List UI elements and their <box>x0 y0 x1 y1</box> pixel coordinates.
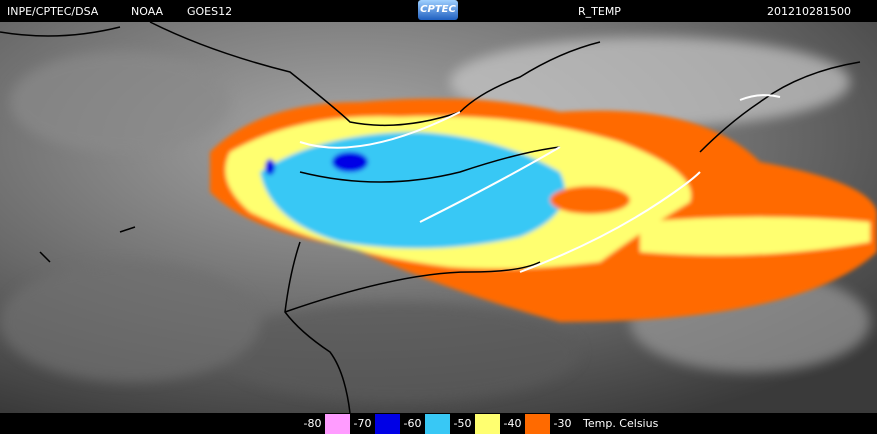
legend-swatch <box>375 414 400 434</box>
legend-label: -50 <box>450 414 475 434</box>
legend-label: -30 <box>550 414 575 434</box>
legend-label: -80 <box>300 414 325 434</box>
legend-label: -70 <box>350 414 375 434</box>
institution: INPE/CPTEC/DSA <box>7 5 99 18</box>
agency: NOAA <box>131 5 164 18</box>
legend-swatch <box>525 414 550 434</box>
logo: CPTEC <box>418 0 458 20</box>
color-legend: -80 -70 -60 -50 -40 -30 <box>300 414 575 434</box>
legend-label: -60 <box>400 414 425 434</box>
satellite-image <box>0 22 877 413</box>
legend-swatch <box>475 414 500 434</box>
legend-swatch <box>325 414 350 434</box>
legend-title: Temp. Celsius <box>583 417 659 430</box>
product: R_TEMP <box>578 5 621 18</box>
legend-label: -40 <box>500 414 525 434</box>
timestamp: 201210281500 <box>767 5 851 18</box>
legend-swatch <box>425 414 450 434</box>
satellite: GOES12 <box>187 5 233 18</box>
